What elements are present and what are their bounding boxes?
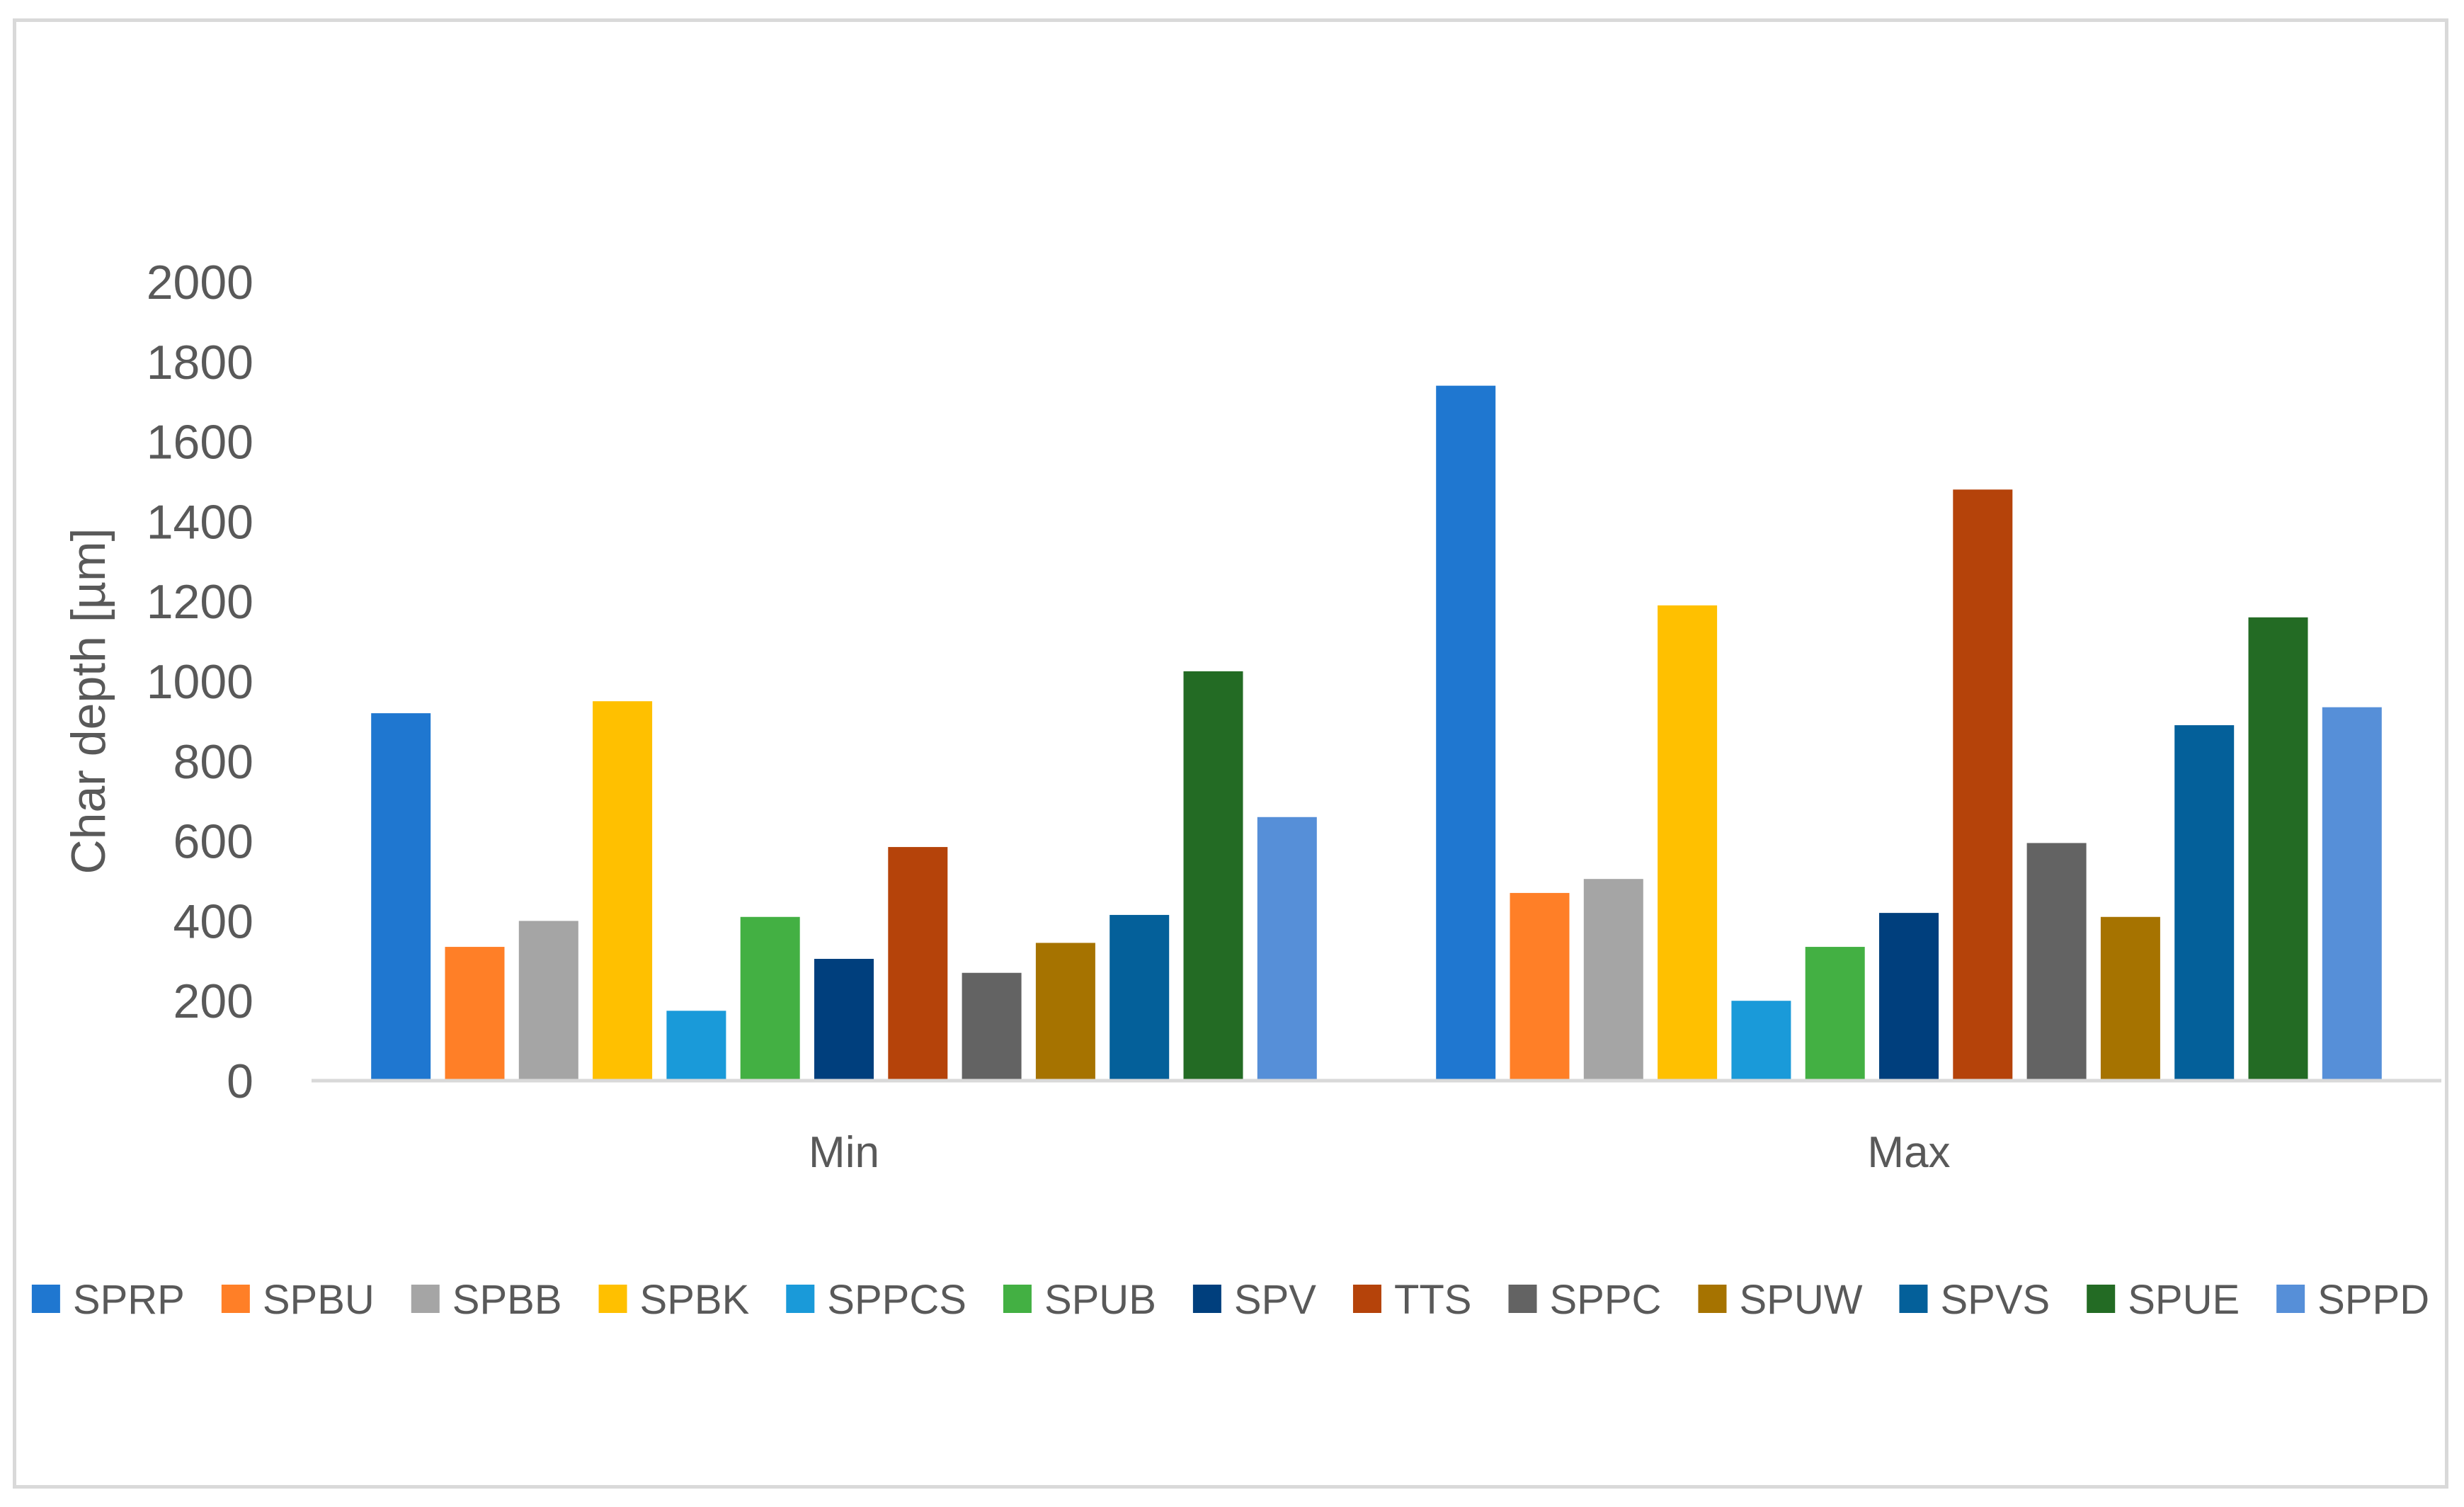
y-axis: 0 200 400 600 800 1000 1200 1400 1600 1800 2000 (147, 256, 253, 1108)
legend-label: SPUW (1739, 1277, 1862, 1323)
legend-label: SPPCS (827, 1277, 966, 1323)
bar-sppd-min (1257, 817, 1317, 1081)
y-tick-label: 800 (173, 735, 253, 789)
legend-label: SPUB (1044, 1277, 1156, 1323)
y-tick-label: 1800 (147, 336, 253, 389)
legend-swatch (2087, 1285, 2116, 1313)
legend-label: TTS (1394, 1277, 1472, 1323)
legend-item-sppd: SPPD (2276, 1277, 2429, 1323)
legend-label: SPRP (73, 1277, 185, 1323)
legend-item-sppcs: SPPCS (786, 1277, 966, 1323)
legend-label: SPBB (452, 1277, 562, 1323)
bar-sppc-max (2026, 843, 2087, 1081)
bar-sppc-min (962, 972, 1022, 1081)
bar-spbk-min (593, 701, 653, 1081)
legend-swatch (1352, 1285, 1381, 1313)
bar-spvs-max (2174, 725, 2235, 1081)
bar-spbb-min (518, 921, 578, 1081)
y-tick-label: 1200 (147, 575, 253, 629)
bar-spue-max (2248, 617, 2308, 1081)
bar-spv-min (814, 958, 874, 1081)
legend-item-spbb: SPBB (411, 1277, 562, 1323)
bar-sppcs-max (1731, 1001, 1791, 1081)
legend-item-spv: SPV (1192, 1277, 1316, 1323)
bar-spbu-min (445, 947, 505, 1081)
x-axis: Min Max (809, 1128, 1951, 1177)
legend-swatch (1698, 1285, 1727, 1313)
y-tick-label: 1000 (147, 655, 253, 709)
bar-spbb-max (1583, 879, 1643, 1081)
legend-swatch (411, 1285, 440, 1313)
legend-label: SPBU (263, 1277, 375, 1323)
legend-item-spue: SPUE (2087, 1277, 2240, 1323)
bar-sprp-min (371, 713, 431, 1081)
legend-swatch (31, 1285, 60, 1313)
bar-tts-max (1953, 489, 2013, 1081)
y-tick-label: 0 (227, 1054, 253, 1108)
legend-item-spbk: SPBK (598, 1277, 750, 1323)
legend-label: SPV (1234, 1277, 1316, 1323)
bar-sprp-max (1436, 385, 1496, 1081)
y-tick-label: 400 (173, 894, 253, 948)
bar-spue-min (1183, 671, 1243, 1081)
legend-item-sprp: SPRP (31, 1277, 185, 1323)
legend-item-sppc: SPPC (1508, 1277, 1662, 1323)
bar-spuw-max (2100, 916, 2160, 1081)
legend-label: SPBK (640, 1277, 750, 1323)
bar-spuw-min (1035, 943, 1095, 1081)
x-category-label: Min (809, 1128, 879, 1177)
y-axis-title: Char depth [µm] (62, 528, 115, 875)
bar-sppcs-min (666, 1011, 726, 1081)
bar-spv-max (1879, 913, 1939, 1081)
legend-swatch (786, 1285, 815, 1313)
bar-spvs-min (1110, 914, 1170, 1081)
y-tick-label: 600 (173, 815, 253, 869)
legend-swatch (1192, 1285, 1221, 1313)
bar-tts-min (888, 847, 948, 1081)
legend-item-spvs: SPVS (1899, 1277, 2050, 1323)
bar-spbu-max (1510, 892, 1570, 1081)
legend-swatch (221, 1285, 250, 1313)
legend-item-tts: TTS (1352, 1277, 1472, 1323)
legend-swatch (1003, 1285, 1032, 1313)
legend: SPRP SPBU SPBB SPBK SPPCS SPUB SPV TTS SPPC SPUW S… (31, 1277, 2429, 1323)
bar-sppd-max (2322, 707, 2382, 1081)
x-category-label: Max (1867, 1128, 1950, 1177)
legend-label: SPVS (1940, 1277, 2050, 1323)
legend-label: SPUE (2128, 1277, 2240, 1323)
legend-label: SPPC (1550, 1277, 1662, 1323)
y-tick-label: 200 (173, 974, 253, 1028)
legend-swatch (2276, 1285, 2305, 1313)
legend-item-spuw: SPUW (1698, 1277, 1863, 1323)
legend-label: SPPD (2317, 1277, 2429, 1323)
bar-spub-min (740, 916, 800, 1081)
y-tick-label: 2000 (147, 256, 253, 309)
legend-swatch (598, 1285, 627, 1313)
bars (371, 385, 2382, 1081)
y-tick-label: 1600 (147, 416, 253, 470)
bar-spub-max (1805, 947, 1865, 1081)
y-tick-label: 1400 (147, 495, 253, 549)
bar-spbk-max (1658, 605, 1718, 1081)
legend-swatch (1899, 1285, 1928, 1313)
legend-item-spbu: SPBU (221, 1277, 375, 1323)
legend-item-spub: SPUB (1003, 1277, 1156, 1323)
legend-swatch (1508, 1285, 1537, 1313)
